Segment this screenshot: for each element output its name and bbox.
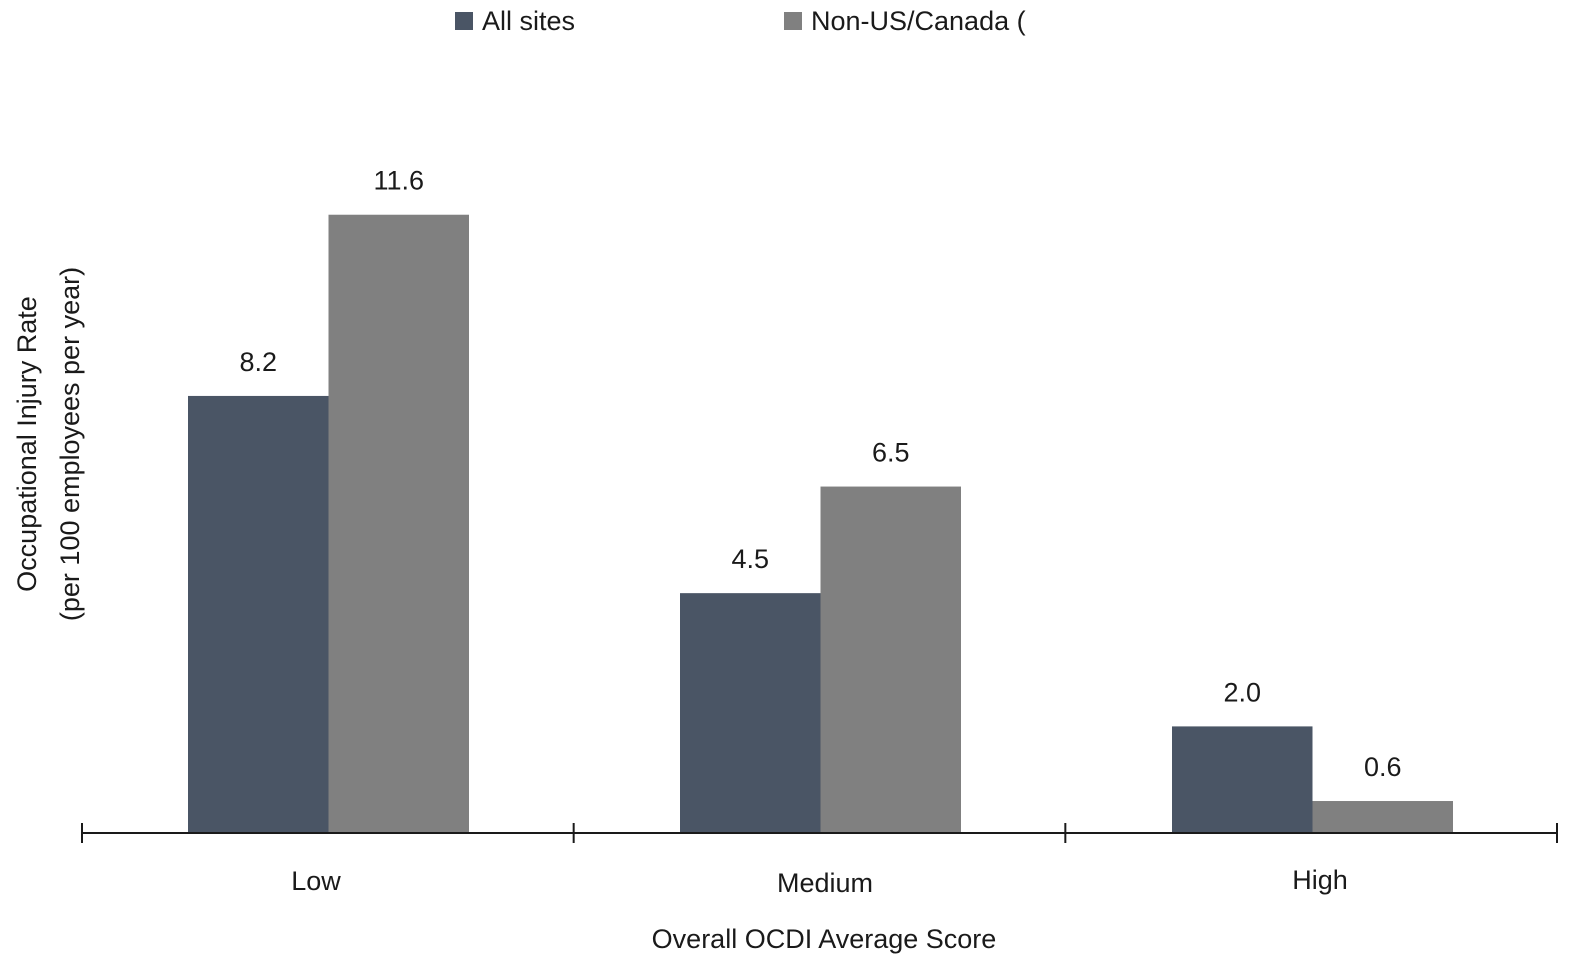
y-axis-title-line-2: (per 100 employees per year) [55, 267, 85, 621]
legend-label-non-us-canada: Non-US/Canada ( [811, 5, 1026, 36]
x-tick-label-medium: Medium [777, 868, 873, 898]
y-axis-title: Occupational Injury Rate (per 100 employ… [12, 267, 85, 621]
bar-high-series-0 [1172, 726, 1313, 833]
legend-item-non-us-canada: Non-US/Canada ( [784, 4, 1039, 38]
legend-item-all-sites: All sites [455, 4, 595, 38]
data-label-high-series-1: 0.6 [1364, 752, 1402, 782]
value-labels-layer: 8.2 11.6 4.5 6.5 2.0 0.6 [239, 166, 1401, 782]
bars-layer [188, 214, 1453, 834]
data-label-low-series-0: 8.2 [239, 347, 277, 377]
x-tick-label-high: High [1292, 865, 1348, 895]
legend-swatch-non-us-canada [784, 12, 802, 30]
bar-medium-series-0 [680, 593, 821, 833]
x-axis-title: Overall OCDI Average Score [652, 924, 997, 954]
legend-label-all-sites: All sites [482, 5, 576, 36]
data-label-low-series-1: 11.6 [373, 166, 424, 196]
data-label-medium-series-1: 6.5 [872, 438, 910, 468]
bar-low-series-0 [188, 395, 329, 833]
bar-high-series-1 [1312, 801, 1453, 833]
x-tick-label-low: Low [291, 866, 341, 896]
data-label-medium-series-0: 4.5 [731, 544, 769, 574]
legend-swatch-all-sites [455, 12, 473, 30]
data-label-high-series-0: 2.0 [1223, 677, 1261, 707]
x-axis: Low Medium High [81, 823, 1558, 898]
y-axis-title-line-1: Occupational Injury Rate [12, 296, 42, 592]
bar-medium-series-1 [820, 486, 961, 833]
bar-low-series-1 [328, 214, 469, 834]
